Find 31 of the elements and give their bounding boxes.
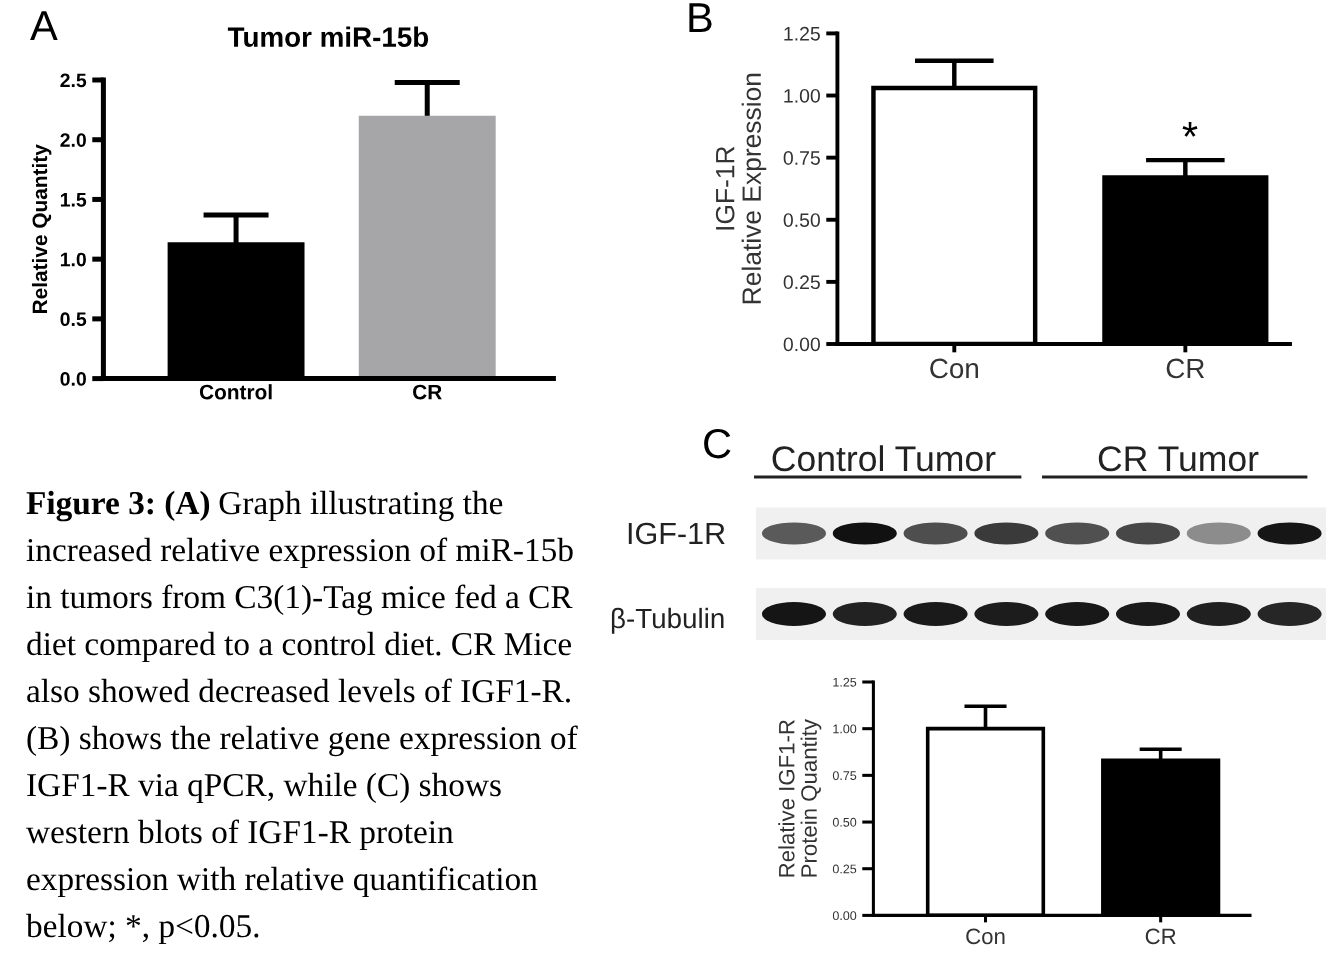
annotation: * (1182, 122, 1198, 137)
y-tick-label: 2.0 (60, 133, 86, 147)
text: CR Tumor (1098, 446, 1259, 472)
y-axis-title: IGF-1R Relative Expression (715, 73, 767, 304)
text: C (704, 428, 731, 459)
y-tick-label: 2.5 (60, 73, 87, 88)
y-tick-label: 0.0 (60, 372, 86, 386)
text: Figure 3: (A) Graph illustrating the increased relative expression of miR-15b in tumors from C3(1)-Tag mice fed a CR diet compared to a control diet. CR Mice also showed decreased levels of IGF1-R. (B) shows the relative gene expression of IGF1-R via qPCR, while (C) shows western blots of IGF1-R protein expression with relative quantification below; *, p<0.05. (26, 490, 578, 945)
y-tick-label: 0.50 (783, 213, 820, 227)
x-tick-label: Control (199, 384, 272, 400)
y-tick-label: 1.5 (60, 193, 87, 207)
y-axis-title: Relative IGF1-R Protein Quantity (778, 719, 822, 877)
text: IGF-1R (628, 522, 725, 545)
x-tick-label: CR (413, 384, 442, 400)
x-tick-label: Con (966, 928, 1005, 945)
y-tick-label: 1.00 (784, 88, 820, 103)
text: Control Tumor (772, 445, 996, 472)
x-tick-label: CR (1166, 358, 1205, 379)
text: A (30, 11, 58, 40)
x-tick-label: CR (1145, 928, 1176, 945)
y-tick-label: 1.25 (784, 26, 820, 41)
y-tick-label: 0.75 (783, 151, 820, 165)
text: β-Tubulin (611, 607, 724, 634)
y-axis-title: Relative Quantity (31, 144, 52, 313)
x-tick-label: Con (930, 358, 978, 379)
y-tick-label: 1.0 (60, 252, 86, 267)
chart-title: Tumor miR-15b (227, 26, 429, 47)
y-tick-label: 0.5 (60, 312, 87, 327)
y-tick-label: 0.25 (783, 275, 820, 290)
text: B (689, 3, 712, 32)
y-tick-label: 0.00 (783, 337, 820, 352)
